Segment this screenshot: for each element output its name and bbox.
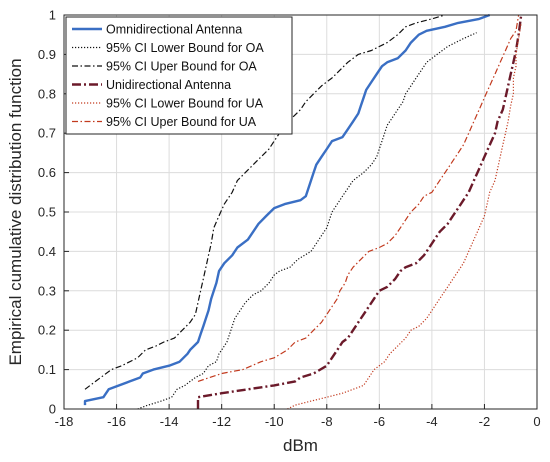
legend-label-1: 95% CI Lower Bound for OA	[106, 41, 264, 55]
ticks: -18 -16 -14 -12 -10 -8 -6 -4 -2 0 0 0.1 0.2 0.3 0.4 0.5…	[38, 8, 541, 430]
y-tick-label-5: 0.5	[38, 205, 56, 220]
series-line-1	[137, 32, 477, 410]
series-line-3	[196, 14, 523, 409]
x-tick-label-8: -2	[479, 414, 491, 429]
y-tick-label-0: 0	[49, 402, 56, 417]
x-axis-label: dBm	[283, 436, 318, 455]
x-tick-label-9: 0	[533, 414, 540, 429]
legend-box	[65, 16, 293, 135]
legend-label-3: Unidirectional Antenna	[106, 78, 231, 92]
series-line-2	[84, 14, 446, 390]
x-tick-label-5: -8	[321, 414, 333, 429]
legend-label-4: 95% CI Lower Bound for UA	[106, 97, 264, 111]
legend-label-2: 95% CI Uper Bound for OA	[106, 60, 257, 74]
x-tick-label-3: -12	[212, 414, 231, 429]
legend-label-0: Omnidirectional Antenna	[106, 23, 242, 37]
series-line-4	[287, 22, 522, 410]
y-tick-label-1: 0.1	[38, 362, 56, 377]
legend: Omnidirectional Antenna 95% CI Lower Boun…	[65, 16, 293, 135]
x-tick-label-1: -16	[107, 414, 126, 429]
y-tick-label-7: 0.7	[38, 126, 56, 141]
y-tick-label-6: 0.6	[38, 165, 56, 180]
y-tick-label-8: 0.8	[38, 86, 56, 101]
x-tick-label-4: -10	[265, 414, 284, 429]
x-tick-label-0: -18	[55, 414, 74, 429]
y-tick-label-3: 0.3	[38, 283, 56, 298]
y-tick-label-10: 1	[49, 8, 56, 23]
series-layer	[83, 13, 523, 410]
x-tick-label-2: -14	[160, 414, 179, 429]
x-tick-label-7: -4	[426, 414, 438, 429]
x-tick-label-6: -6	[374, 414, 386, 429]
legend-label-5: 95% CI Uper Bound for UA	[106, 115, 257, 129]
y-tick-label-4: 0.4	[38, 244, 56, 259]
grid	[64, 15, 537, 409]
y-tick-label-9: 0.9	[38, 47, 56, 62]
series-line-5	[197, 14, 520, 382]
y-tick-label-2: 0.2	[38, 323, 56, 338]
series-line-0	[83, 13, 491, 406]
y-axis-label: Empirical cumulative distribution functi…	[6, 58, 25, 365]
